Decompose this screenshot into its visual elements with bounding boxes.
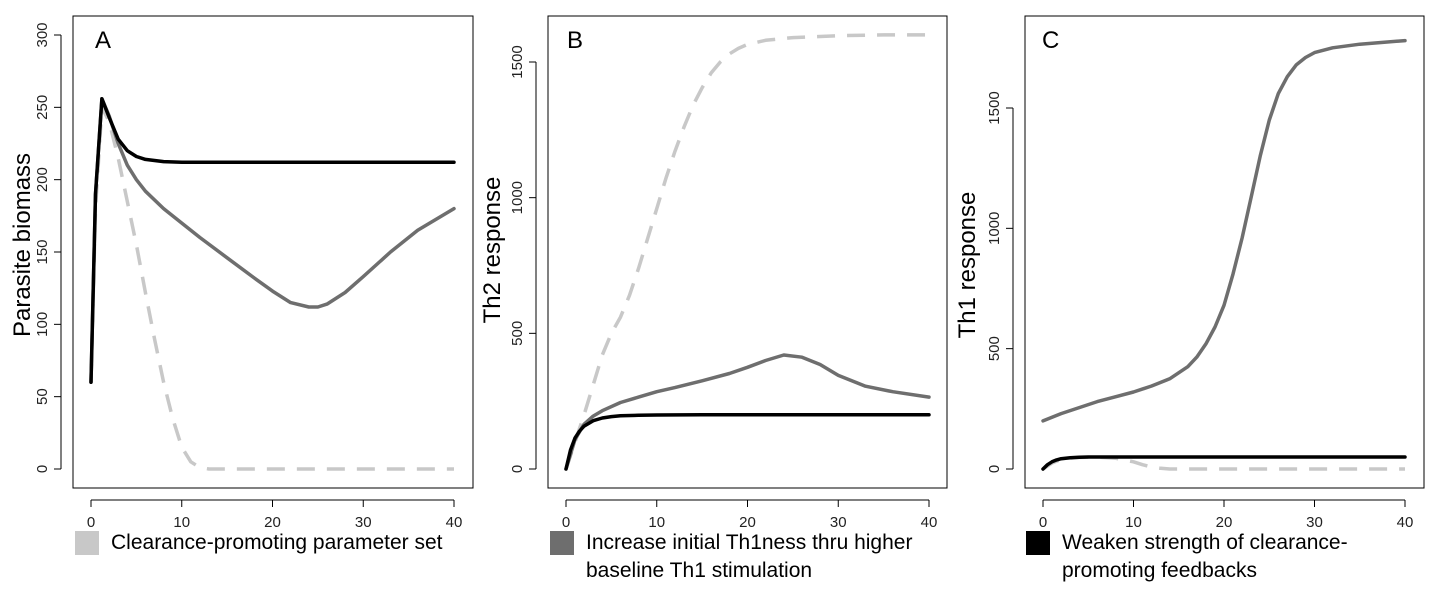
panel-b-letter: B (567, 27, 583, 54)
panel-b-y-axis-title: Th2 response (479, 177, 506, 324)
panel-a-x-tick-label: 40 (446, 514, 463, 531)
panel-b-x-tick-label: 20 (739, 514, 756, 531)
panel-a-x-tick-label: 20 (264, 514, 281, 531)
panel-c-letter: C (1042, 27, 1059, 54)
panel-c-y-tick-label: 1500 (986, 91, 1003, 124)
legend-swatch-dark-gray (550, 531, 574, 555)
panel-b-x-tick-label: 0 (562, 514, 570, 531)
panel-b-frame (547, 15, 948, 489)
panel-b-y-tick-label: 1000 (509, 181, 526, 214)
panel-a-x-tick-label: 0 (87, 514, 95, 531)
panel-a-x-tick-label: 30 (355, 514, 372, 531)
panel-b-series-line-2 (564, 412, 931, 471)
panel-c-y-tick-label: 1000 (986, 212, 1003, 245)
panel-b-y-tick-label: 500 (509, 321, 526, 346)
panel-b-x-tick-label: 10 (648, 514, 665, 531)
panel-c-x-tick-label: 20 (1216, 514, 1233, 531)
panel-a-series-line-1 (89, 96, 456, 384)
panel-a-y-tick-label: 300 (34, 22, 51, 47)
legend-swatch-light-gray (75, 531, 99, 555)
panel-a-frame (72, 15, 474, 489)
panel-a-y-tick-label: 150 (34, 239, 51, 264)
panel-c-series-line-1 (1041, 38, 1407, 423)
panel-c-x-tick-label: 0 (1039, 514, 1047, 531)
legend-label-th1ness: Increase initial Th1ness thru higher bas… (586, 531, 913, 582)
panel-c-x-tick-label: 30 (1306, 514, 1323, 531)
panel-b-y-tick-label: 0 (509, 465, 526, 473)
panel-b-y-tick-label: 1500 (509, 45, 526, 78)
panel-c-x-tick-label: 10 (1125, 514, 1142, 531)
panel-a-y-axis-title: Parasite biomass (9, 153, 36, 337)
panel-c-series-line-0 (1042, 455, 1405, 471)
panel-c-y-axis-title: Th1 response (954, 192, 981, 339)
panel-c-frame (1024, 15, 1425, 489)
panel-c-y-tick-label: 0 (986, 465, 1003, 473)
panel-b-series-line-0 (564, 33, 929, 470)
legend-item-feedbacks: Weaken strength of clearance-promoting f… (1026, 529, 1402, 585)
panel-a-y-tick-label: 200 (34, 167, 51, 192)
panel-b-x-tick-label: 30 (830, 514, 847, 531)
legend-label-feedbacks: Weaken strength of clearance-promoting f… (1062, 531, 1348, 582)
legend-item-clearance: Clearance-promoting parameter set (75, 529, 531, 557)
legend-item-th1ness: Increase initial Th1ness thru higher bas… (550, 529, 986, 585)
panel-b-series-line-1 (564, 353, 931, 471)
legend-swatch-black (1026, 531, 1050, 555)
panel-a-letter: A (95, 27, 111, 54)
panel-a-x-tick-label: 10 (173, 514, 190, 531)
panel-c-series-line-2 (1041, 455, 1407, 471)
panel-a-y-tick-label: 0 (34, 465, 51, 473)
panel-c-x-tick-label: 40 (1397, 514, 1414, 531)
panel-a-y-tick-label: 100 (34, 312, 51, 337)
legend-label-clearance: Clearance-promoting parameter set (111, 531, 443, 554)
panel-b-x-tick-label: 40 (921, 514, 938, 531)
panel-a-y-tick-label: 50 (34, 388, 51, 405)
panel-a-series-line-0 (89, 105, 454, 471)
panel-c-y-tick-label: 500 (986, 336, 1003, 361)
panel-a-y-tick-label: 250 (34, 95, 51, 120)
panel-a-series-line-2 (89, 96, 456, 384)
